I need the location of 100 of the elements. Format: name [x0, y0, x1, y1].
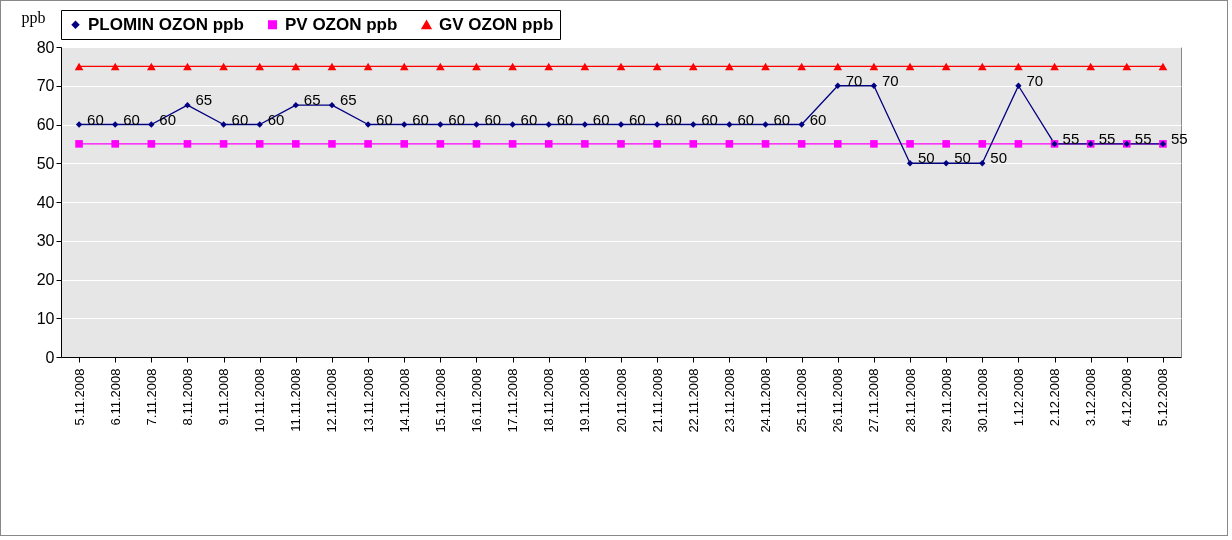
- x-tick-label: 20.11.2008: [613, 368, 629, 433]
- point: [581, 121, 589, 128]
- point: [110, 62, 120, 71]
- x-tick-label: 19.11.2008: [577, 368, 593, 433]
- point: [1014, 140, 1023, 148]
- point: [364, 140, 372, 148]
- point: [183, 62, 192, 71]
- data-label: 60: [159, 110, 177, 128]
- x-tick-label: 25.11.2008: [794, 368, 810, 433]
- point: [906, 140, 914, 148]
- x-tick-label: 29.11.2008: [938, 368, 954, 433]
- x-tick-label: 5.12.2008: [1155, 368, 1171, 427]
- point: [798, 121, 805, 128]
- y-tick-label: 70: [36, 77, 55, 95]
- x-tick-label: 22.11.2008: [685, 368, 701, 433]
- point: [292, 101, 299, 109]
- point: [617, 121, 625, 128]
- data-label: 60: [737, 110, 755, 128]
- x-tick-label: 5.11.2008: [71, 368, 87, 426]
- data-label: 70: [845, 71, 863, 89]
- x-tick-label: 1.12.2008: [1010, 368, 1026, 427]
- point: [762, 121, 769, 128]
- data-label: 60: [773, 110, 791, 128]
- point: [870, 82, 878, 89]
- legend-label: GV OZON ppb: [439, 14, 554, 34]
- data-label: 55: [1170, 129, 1188, 147]
- x-tick-label: 9.11.2008: [216, 368, 232, 426]
- point: [472, 62, 481, 71]
- point: [436, 140, 445, 148]
- point: [472, 140, 481, 148]
- point: [436, 62, 445, 71]
- y-tick-label: 60: [36, 116, 55, 133]
- point: [74, 62, 84, 71]
- point: [653, 140, 661, 148]
- point: [725, 62, 734, 71]
- point: [690, 121, 697, 128]
- data-label: 60: [629, 110, 646, 128]
- point: [399, 62, 409, 71]
- x-tick-label: 28.11.2008: [902, 368, 918, 433]
- y-tick-label: 40: [36, 193, 55, 211]
- y-tick-label: 50: [36, 154, 55, 172]
- point: [688, 62, 698, 71]
- point: [580, 62, 590, 71]
- point: [941, 62, 951, 71]
- point: [761, 62, 770, 71]
- point: [364, 121, 372, 128]
- x-tick-label: 4.12.2008: [1119, 368, 1135, 427]
- point: [544, 62, 554, 71]
- y-tick-label: 20: [36, 271, 55, 288]
- x-tick-label: 13.11.2008: [360, 368, 376, 433]
- point: [255, 62, 265, 71]
- legend-label: PV OZON ppb: [285, 14, 398, 34]
- point: [509, 121, 516, 128]
- point: [75, 121, 83, 128]
- point: [255, 140, 264, 148]
- x-tick-label: 15.11.2008: [432, 368, 448, 433]
- data-label: 60: [809, 110, 827, 128]
- data-label: 50: [918, 149, 935, 167]
- data-label: 55: [1098, 129, 1116, 147]
- y-tick-label: 10: [36, 309, 55, 327]
- point: [942, 140, 950, 148]
- point: [256, 121, 263, 128]
- point: [400, 140, 409, 148]
- point: [1050, 62, 1059, 71]
- point: [219, 62, 228, 71]
- point: [544, 140, 553, 148]
- data-label: 60: [376, 110, 393, 128]
- data-label: 60: [231, 110, 249, 128]
- point: [653, 121, 661, 128]
- point: [183, 140, 192, 148]
- point: [834, 82, 841, 89]
- point: [328, 140, 336, 148]
- point: [869, 62, 879, 71]
- point: [833, 62, 843, 71]
- point: [291, 62, 301, 71]
- point: [726, 121, 733, 128]
- x-tick-label: 12.11.2008: [324, 368, 340, 433]
- point: [220, 121, 227, 128]
- x-tick-label: 11.11.2008: [288, 368, 304, 432]
- point: [797, 140, 806, 148]
- point: [905, 62, 915, 71]
- data-label: 60: [520, 110, 538, 128]
- data-label: 50: [990, 149, 1007, 167]
- point: [292, 140, 300, 148]
- point: [508, 62, 517, 71]
- data-label: 55: [1062, 129, 1080, 147]
- point: [473, 121, 480, 128]
- data-label: 60: [87, 110, 104, 128]
- point: [146, 62, 156, 71]
- data-label: 65: [303, 91, 321, 109]
- point: [1014, 62, 1023, 71]
- x-tick-label: 8.11.2008: [179, 368, 195, 426]
- data-label: 50: [954, 149, 971, 167]
- point: [184, 101, 191, 109]
- point: [906, 160, 914, 167]
- x-tick-label: 2.12.2008: [1047, 368, 1063, 427]
- point: [689, 140, 698, 148]
- y-axis-title: ppb: [21, 8, 46, 27]
- point: [508, 140, 517, 148]
- point: [870, 140, 878, 148]
